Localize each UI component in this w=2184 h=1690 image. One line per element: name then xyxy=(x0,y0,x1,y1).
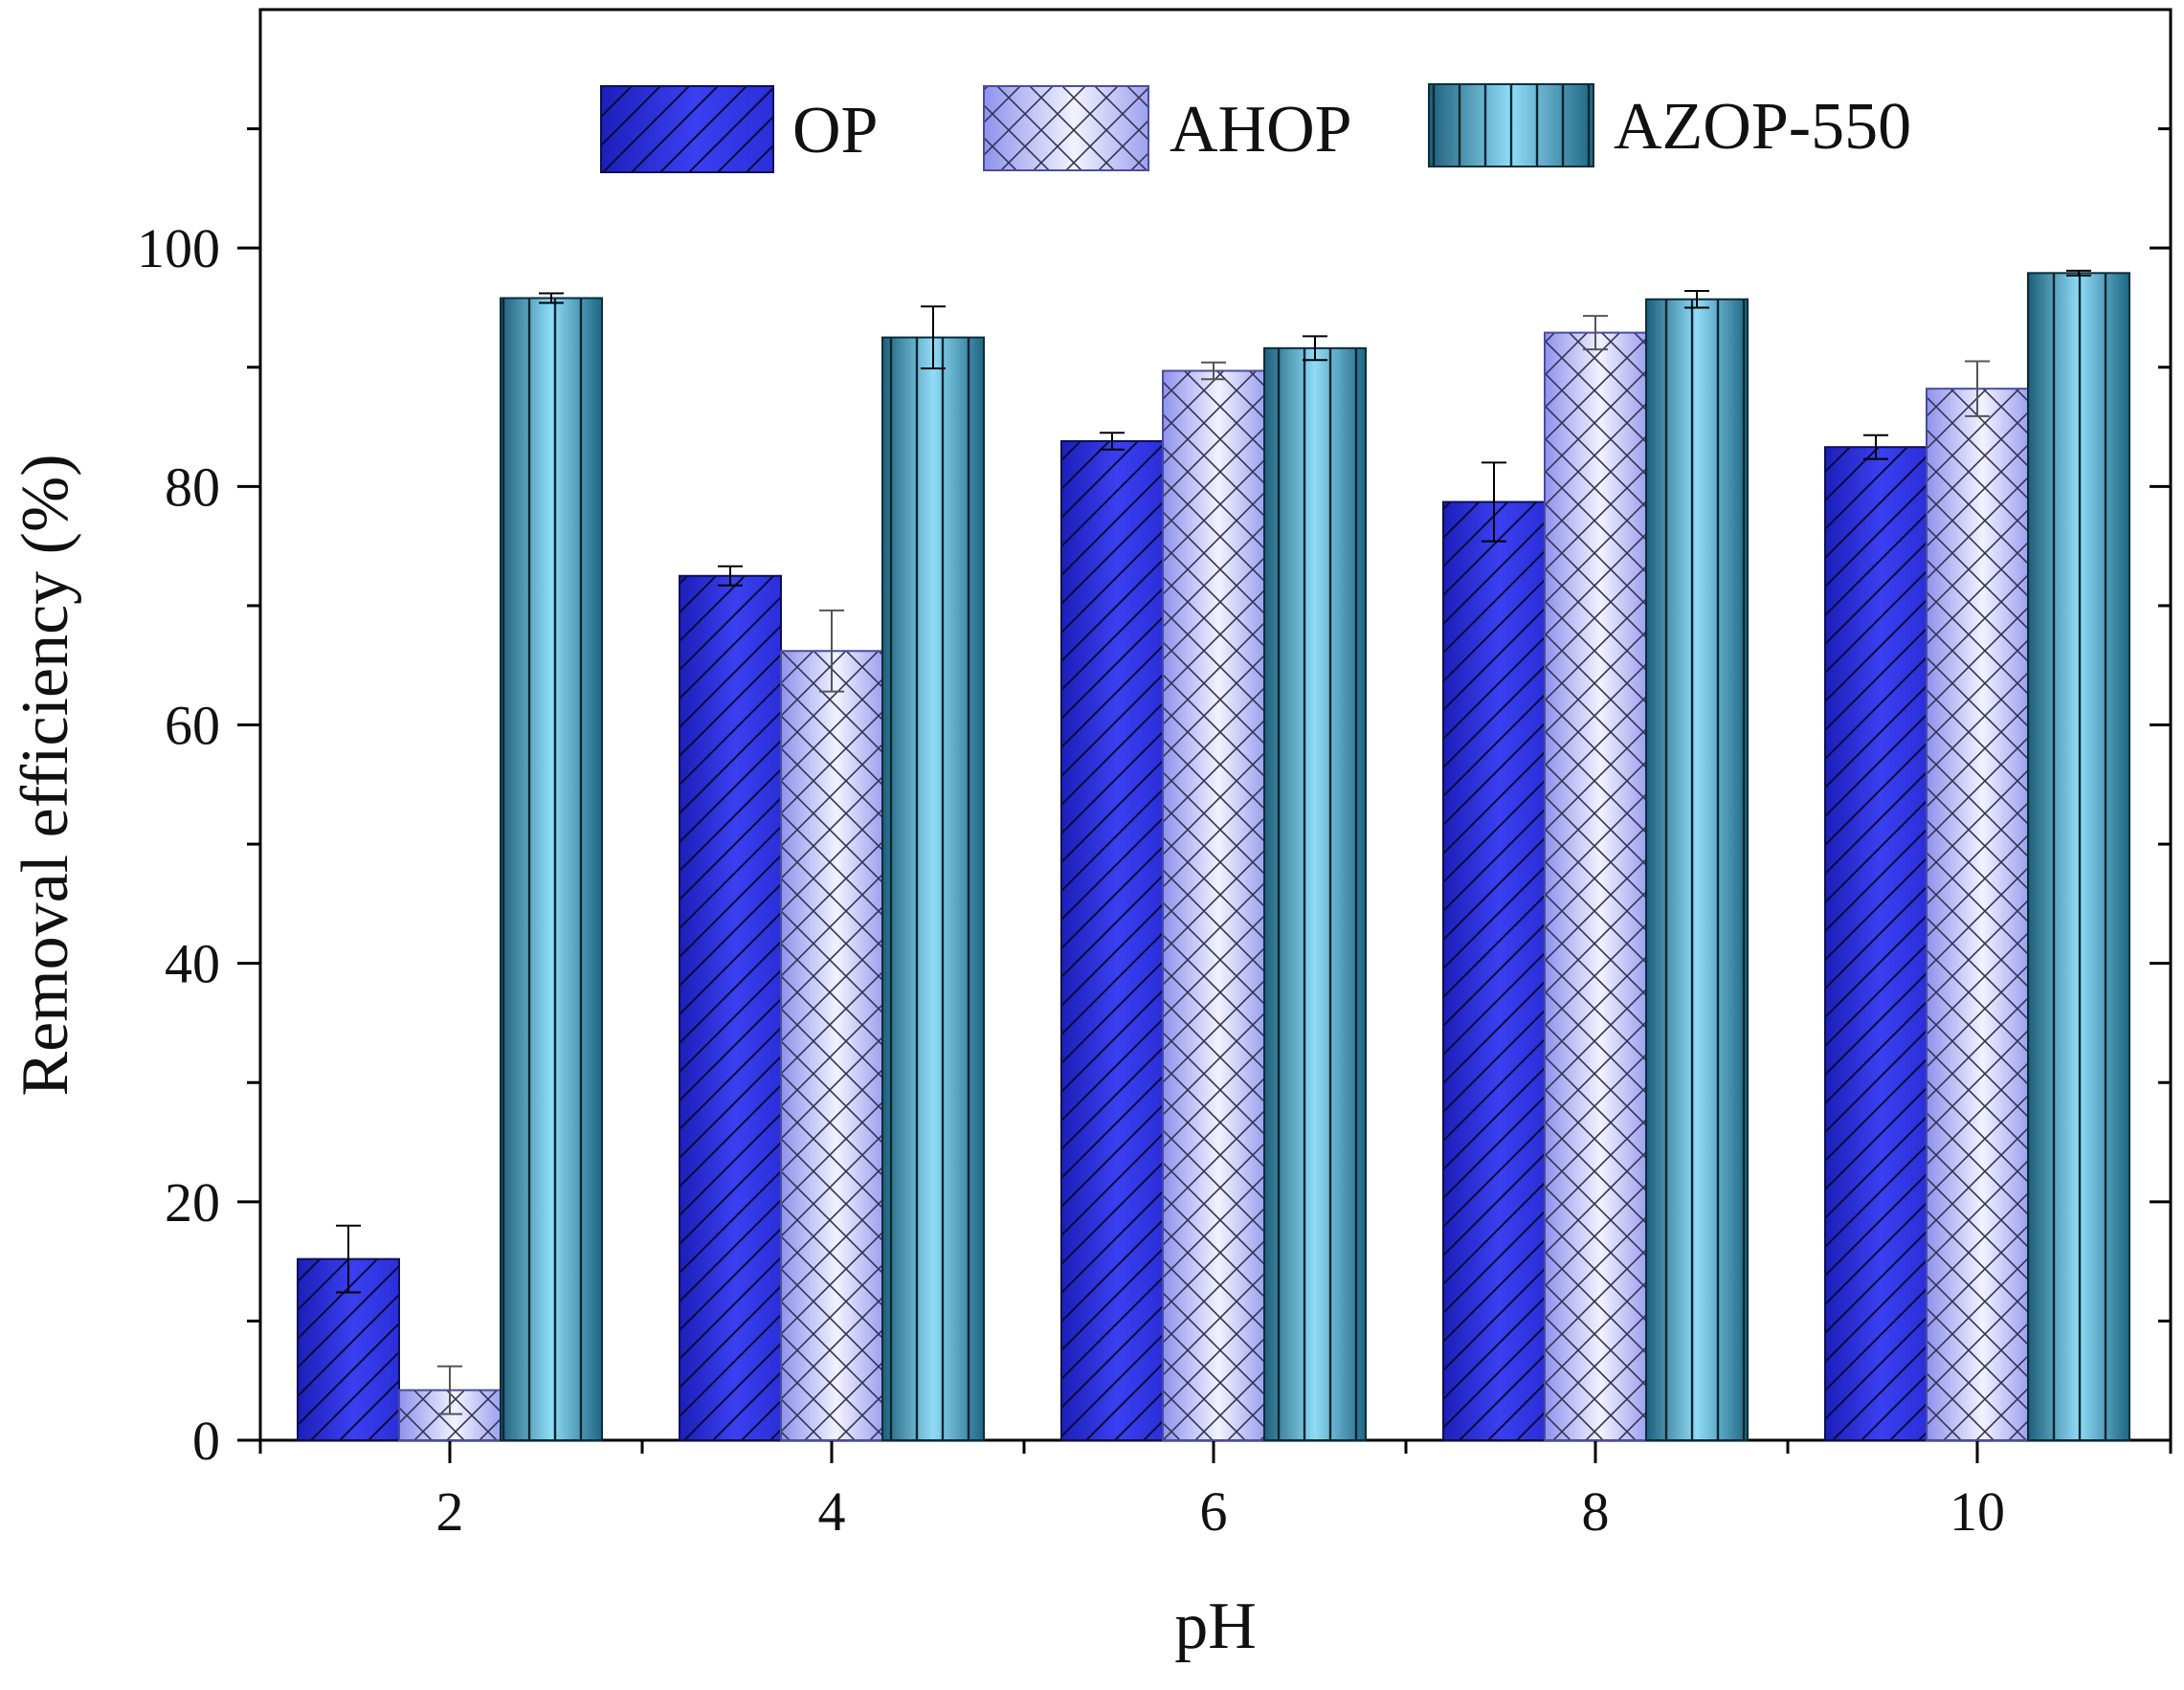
bar-hatch xyxy=(1545,332,1646,1440)
error-bar-ahop-ph6 xyxy=(1201,361,1226,381)
bar-hatch xyxy=(882,337,984,1441)
legend-item-ahop: AHOP xyxy=(983,85,1352,171)
bar-azop-550-ph6 xyxy=(1263,346,1367,1442)
bar-op-ph6 xyxy=(1060,439,1164,1441)
legend-swatch-outline xyxy=(983,85,1149,171)
error-bar-op-ph2 xyxy=(336,1224,361,1294)
y-tick-labels: 0 20 40 60 80 100 xyxy=(137,217,220,1472)
y-tick-label: 60 xyxy=(165,695,220,757)
bar-op-ph4 xyxy=(679,574,782,1441)
bar-op-ph2 xyxy=(297,1257,400,1441)
x-tick-label: 10 xyxy=(1950,1480,2005,1543)
legend: OP AHOP AZOP-550 xyxy=(600,83,1911,173)
x-tick-label: 2 xyxy=(436,1480,464,1543)
bar-hatch xyxy=(1646,299,1748,1440)
legend-swatch-outline xyxy=(600,85,774,173)
error-bar-azop-550-ph2 xyxy=(539,292,564,304)
x-tick-label: 6 xyxy=(1200,1480,1228,1543)
y-tick-label: 0 xyxy=(192,1410,220,1472)
bar-hatch xyxy=(1061,440,1163,1440)
bar-op-ph8 xyxy=(1442,500,1546,1441)
bar-ahop-ph10 xyxy=(1926,388,2029,1441)
x-tick-labels: 2 4 6 8 10 xyxy=(436,1480,2006,1543)
x-tick-label: 8 xyxy=(1582,1480,1610,1543)
bar-hatch xyxy=(1825,447,1927,1440)
error-bar-op-ph6 xyxy=(1100,432,1125,451)
legend-swatch-outline xyxy=(1428,83,1594,167)
error-bar-ahop-ph2 xyxy=(437,1365,462,1415)
legend-swatch-hatch xyxy=(984,86,1148,170)
bar-op-ph10 xyxy=(1824,446,1928,1441)
axis-ticks xyxy=(237,127,2173,1463)
error-bar-azop-550-ph4 xyxy=(921,305,946,369)
legend-label: AZOP-550 xyxy=(1614,90,1911,164)
bar-azop-550-ph10 xyxy=(2027,272,2130,1441)
legend-swatch-hatch xyxy=(1429,84,1593,167)
bar-ahop-ph2 xyxy=(398,1389,501,1442)
bar-hatch xyxy=(501,298,602,1440)
bar-azop-550-ph8 xyxy=(1645,298,1749,1441)
bar-ahop-ph6 xyxy=(1162,369,1265,1441)
error-bar-azop-550-ph6 xyxy=(1303,335,1327,362)
bar-hatch xyxy=(1264,347,1366,1441)
error-bar-op-ph10 xyxy=(1863,434,1888,460)
error-bar-ahop-ph4 xyxy=(819,609,844,693)
y-tick-label: 100 xyxy=(137,217,220,279)
x-axis-title: pH xyxy=(1174,1590,1257,1663)
bars-layer xyxy=(297,272,2130,1442)
legend-label: AHOP xyxy=(1170,93,1352,167)
bar-hatch xyxy=(2028,273,2129,1441)
bar-hatch xyxy=(781,651,882,1440)
bar-hatch xyxy=(1443,501,1545,1440)
bar-hatch xyxy=(1927,389,2028,1440)
legend-swatch-hatch xyxy=(601,86,773,172)
error-bar-ahop-ph10 xyxy=(1965,360,1990,417)
bar-hatch xyxy=(680,575,781,1440)
error-bar-azop-550-ph8 xyxy=(1684,290,1709,309)
bar-azop-550-ph2 xyxy=(500,297,603,1441)
legend-item-op: OP xyxy=(600,85,878,173)
y-axis-title: Removal efficiency (%) xyxy=(9,454,82,1096)
y-tick-label: 80 xyxy=(165,456,220,518)
x-tick-label: 4 xyxy=(818,1480,846,1543)
error-bar-azop-550-ph10 xyxy=(2066,269,2091,277)
error-bar-op-ph4 xyxy=(718,565,743,587)
y-tick-label: 20 xyxy=(165,1171,220,1234)
bar-ahop-ph4 xyxy=(780,650,883,1441)
error-bars-layer xyxy=(336,269,2091,1415)
error-bar-op-ph8 xyxy=(1482,461,1506,543)
bar-azop-550-ph4 xyxy=(881,336,985,1442)
y-tick-label: 40 xyxy=(165,933,220,995)
bar-hatch xyxy=(1163,370,1264,1440)
bar-ahop-ph8 xyxy=(1544,331,1647,1441)
legend-label: OP xyxy=(792,94,878,167)
error-bar-ahop-ph8 xyxy=(1583,315,1608,351)
legend-item-azop-550: AZOP-550 xyxy=(1428,83,1911,167)
